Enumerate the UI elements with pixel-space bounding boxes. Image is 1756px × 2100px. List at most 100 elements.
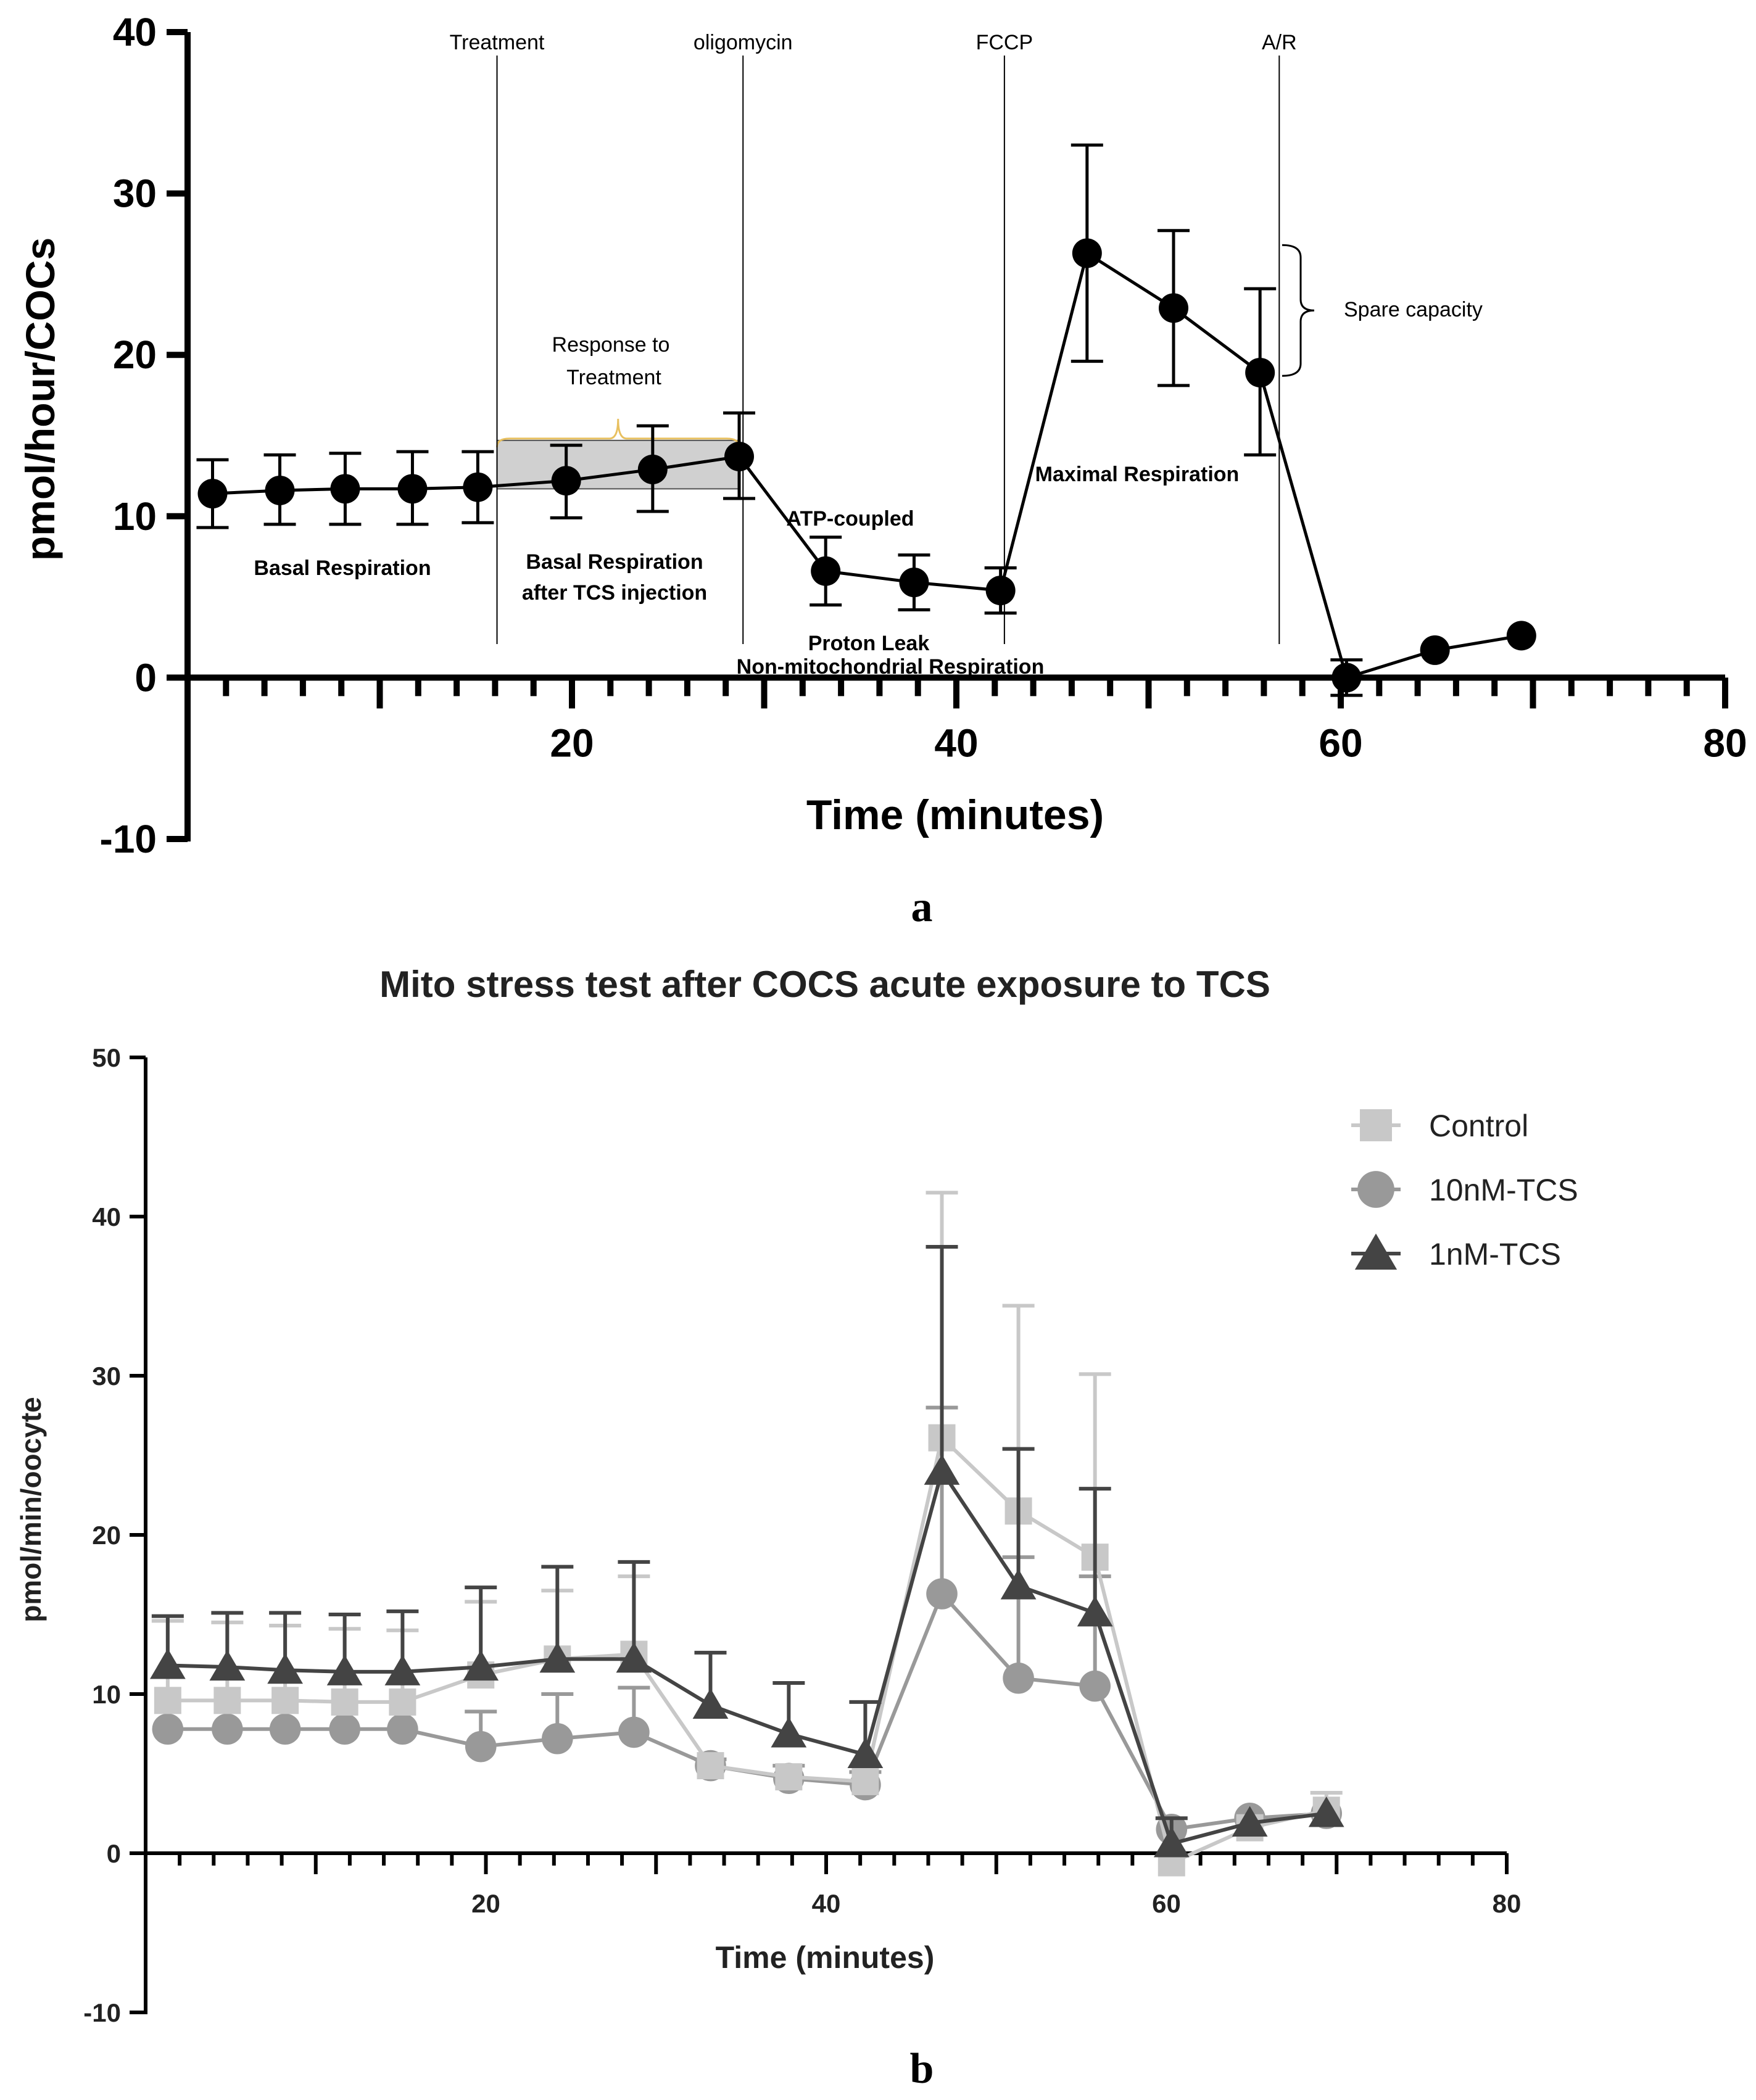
data-point	[637, 454, 668, 484]
x-tick-label: 60	[1152, 1889, 1181, 1918]
y-tick-label: -10	[83, 1998, 121, 2027]
data-point	[551, 466, 581, 496]
data-point	[213, 1687, 241, 1714]
panel-a-axes	[167, 29, 1728, 842]
data-point	[1331, 663, 1362, 693]
data-point	[616, 1642, 652, 1673]
data-point	[330, 474, 360, 504]
response-shaded-region	[496, 439, 740, 490]
data-point	[692, 1688, 729, 1719]
data-point	[384, 1655, 421, 1685]
series-Control	[151, 1191, 1343, 1877]
panel-a-x-axis-label: Time (minutes)	[806, 792, 1104, 838]
data-point	[775, 1763, 803, 1791]
data-point	[154, 1687, 181, 1714]
panel-a-tick-labels: -10 0 10 20 30 40 20 40 60 80	[100, 10, 1747, 861]
data-point	[1506, 621, 1536, 651]
y-tick-label: 0	[107, 1839, 121, 1868]
injection-label: Treatment	[450, 31, 545, 54]
y-tick-label: 20	[92, 1521, 121, 1550]
panel-b-series	[149, 1191, 1344, 1877]
data-point	[329, 1713, 360, 1745]
data-point	[851, 1767, 879, 1795]
data-point	[1072, 238, 1102, 268]
panel-b-chart: Mito stress test after COCS acute exposu…	[15, 964, 1578, 2093]
data-point	[924, 1454, 960, 1485]
legend-label: 1nM-TCS	[1429, 1237, 1561, 1271]
data-point	[463, 1650, 499, 1681]
data-point	[267, 1653, 303, 1684]
panel-label-a: a	[911, 883, 933, 931]
data-point	[542, 1722, 573, 1755]
data-point	[326, 1655, 363, 1685]
data-point	[1245, 357, 1275, 387]
spare-capacity-brace	[1282, 244, 1315, 377]
injection-label: oligomycin	[694, 31, 793, 54]
data-point	[1077, 1595, 1113, 1627]
legend-item: Control	[1351, 1109, 1528, 1143]
x-tick-label: 40	[812, 1889, 841, 1918]
data-point	[1308, 1796, 1344, 1827]
data-point	[724, 442, 755, 472]
annotation-basal-after-line1: Basal Respiration	[526, 550, 703, 574]
series-line	[167, 1434, 1327, 1866]
y-tick-label: 10	[113, 494, 157, 539]
data-point	[1079, 1670, 1111, 1702]
x-tick-label: 20	[471, 1889, 500, 1918]
injection-label: A/R	[1262, 31, 1297, 54]
panel-a-y-axis-label: pmol/hour/COCs	[17, 238, 63, 561]
panel-b-tick-labels: -10 0 10 20 30 40 50 20 40 60 80	[83, 1043, 1521, 2027]
data-point	[697, 1752, 724, 1780]
y-tick-label: -10	[100, 817, 157, 861]
data-point	[985, 576, 1016, 606]
data-point	[197, 479, 228, 509]
legend-label: Control	[1429, 1109, 1528, 1143]
panel-b-axes	[130, 1056, 1509, 2014]
legend-label: 10nM-TCS	[1429, 1173, 1578, 1207]
data-point	[387, 1713, 418, 1745]
panel-b-x-axis-label: Time (minutes)	[716, 1940, 935, 1975]
annotation-spare-capacity: Spare capacity	[1344, 298, 1483, 321]
data-point	[209, 1650, 246, 1681]
data-point	[1000, 1569, 1037, 1600]
data-point	[271, 1687, 299, 1714]
series-10nM-TCS	[152, 1405, 1343, 1845]
x-tick-label: 80	[1493, 1889, 1522, 1918]
panel-a-chart: Treatment oligomycin FCCP A/R -10 0 10 20 30 40 2…	[17, 10, 1747, 931]
x-tick-label: 80	[1703, 721, 1747, 765]
data-point	[331, 1688, 358, 1716]
x-tick-label: 60	[1319, 721, 1362, 765]
data-point	[463, 472, 493, 502]
data-point	[1158, 293, 1188, 323]
injection-lines: Treatment oligomycin FCCP A/R	[450, 31, 1297, 644]
annotation-basal-after-line2: after TCS injection	[522, 581, 707, 605]
y-tick-label: 30	[113, 172, 157, 216]
y-tick-label: 0	[135, 655, 157, 700]
data-point	[265, 475, 295, 505]
series-line	[167, 1466, 1327, 1846]
data-point	[539, 1642, 576, 1673]
legend-swatch-marker	[1354, 1233, 1398, 1270]
x-tick-label: 40	[934, 721, 978, 765]
legend-swatch-marker	[1360, 1109, 1392, 1141]
annotation-basal: Basal Respiration	[254, 556, 431, 580]
panel-a-series	[196, 143, 1536, 697]
data-point	[1420, 635, 1450, 665]
legend-swatch-marker	[1357, 1171, 1394, 1208]
data-point	[811, 556, 841, 586]
series-1nM-TCS	[149, 1245, 1344, 1858]
response-brace	[496, 418, 740, 447]
y-tick-label: 10	[92, 1680, 121, 1709]
data-point	[1153, 1827, 1190, 1858]
panel-label-b: b	[910, 2045, 934, 2093]
data-point	[152, 1713, 184, 1745]
data-point	[847, 1737, 884, 1769]
data-point	[926, 1578, 958, 1610]
annotation-non-mitochondrial: Non-mitochondrial Respiration	[737, 655, 1045, 679]
y-tick-label: 30	[92, 1362, 121, 1391]
data-point	[899, 568, 929, 598]
y-tick-label: 40	[92, 1202, 121, 1231]
legend-item: 1nM-TCS	[1351, 1233, 1561, 1271]
injection-label: FCCP	[976, 31, 1033, 54]
